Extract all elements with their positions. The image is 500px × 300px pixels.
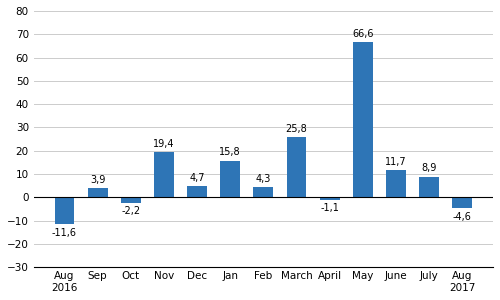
Text: 66,6: 66,6 bbox=[352, 29, 374, 39]
Text: 4,7: 4,7 bbox=[190, 173, 205, 183]
Text: -4,6: -4,6 bbox=[453, 212, 471, 222]
Text: 8,9: 8,9 bbox=[422, 163, 437, 173]
Bar bbox=[452, 197, 472, 208]
Bar bbox=[286, 137, 306, 197]
Bar bbox=[154, 152, 174, 197]
Bar bbox=[419, 177, 439, 197]
Text: -2,2: -2,2 bbox=[121, 206, 141, 216]
Text: 25,8: 25,8 bbox=[286, 124, 308, 134]
Text: 4,3: 4,3 bbox=[256, 174, 271, 184]
Bar bbox=[121, 197, 141, 202]
Bar bbox=[254, 188, 274, 197]
Bar bbox=[88, 188, 108, 197]
Bar bbox=[54, 197, 74, 224]
Text: 15,8: 15,8 bbox=[220, 147, 241, 157]
Bar bbox=[386, 170, 406, 197]
Bar bbox=[220, 160, 240, 197]
Text: 11,7: 11,7 bbox=[385, 157, 407, 166]
Bar bbox=[187, 186, 207, 197]
Bar bbox=[353, 42, 372, 197]
Text: 19,4: 19,4 bbox=[153, 139, 174, 149]
Text: -1,1: -1,1 bbox=[320, 203, 339, 213]
Text: -11,6: -11,6 bbox=[52, 228, 77, 238]
Bar bbox=[320, 197, 340, 200]
Text: 3,9: 3,9 bbox=[90, 175, 106, 185]
